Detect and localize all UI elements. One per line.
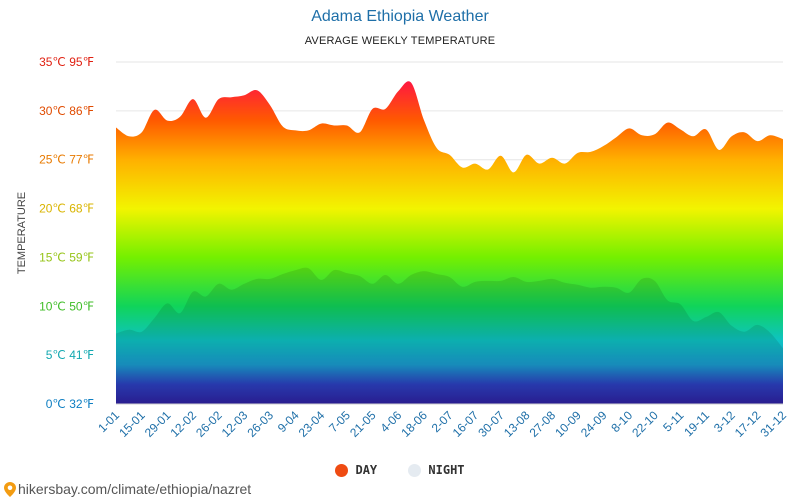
x-tick-label: 19-11 [681,408,712,439]
x-tick-label: 16-07 [450,408,482,440]
x-tick-label: 29-01 [142,408,174,440]
x-tick-label: 31-12 [758,408,790,440]
x-tick-label: 17-12 [732,408,764,440]
y-tick-label: 15℃ 59℉ [39,250,94,264]
legend-night-label: NIGHT [428,463,465,477]
source-footer[interactable]: hikersbay.com/climate/ethiopia/nazret [4,481,251,497]
legend-night[interactable]: NIGHT [408,463,465,477]
night-temperature-area[interactable] [116,267,783,404]
y-tick-label: 0℃ 32℉ [46,397,94,411]
x-tick-label: 30-07 [475,408,507,440]
chart-legend: DAY NIGHT [0,463,800,480]
map-pin-icon [4,481,16,497]
x-tick-label: 13-08 [501,408,533,440]
y-axis-title: TEMPERATURE [16,192,28,274]
x-tick-label: 18-06 [398,408,430,440]
x-tick-label: 12-02 [167,408,199,440]
legend-day-label: DAY [355,463,378,477]
x-tick-label: 24-09 [578,408,610,440]
y-axis-ticks: 0℃ 32℉ 5℃ 41℉ 10℃ 50℉ 15℃ 59℉ 20℃ 68℉ 25℃ 77℉… [39,55,94,411]
x-tick-label: 27-08 [527,408,559,440]
x-tick-label: 10-09 [552,408,584,440]
day-temperature-area[interactable] [116,81,783,404]
x-tick-label: 26-03 [244,408,276,440]
y-tick-label: 5℃ 41℉ [46,348,94,362]
x-tick-label: 12-03 [219,408,251,440]
x-tick-label: 22-10 [629,408,661,440]
y-tick-label: 10℃ 50℉ [39,299,94,313]
chart-subtitle: AVERAGE WEEKLY TEMPERATURE [304,35,496,47]
chart-title: Adama Ethiopia Weather [311,8,489,25]
x-tick-label: 15-01 [116,408,148,440]
y-tick-label: 25℃ 77℉ [39,153,94,167]
y-tick-label: 20℃ 68℉ [39,202,94,216]
x-tick-label: 26-02 [193,408,225,440]
y-tick-label: 35℃ 95℉ [39,55,94,69]
x-tick-label: 23-04 [296,408,328,440]
y-tick-label: 30℃ 86℉ [39,104,94,118]
x-axis-ticks: 1-0115-0129-0112-0226-0212-0326-039-0423… [95,408,789,440]
legend-day[interactable]: DAY [335,463,377,477]
x-tick-label: 21-05 [347,408,379,440]
source-url[interactable]: hikersbay.com/climate/ethiopia/nazret [18,481,252,497]
legend-night-marker [408,463,422,477]
legend-day-marker [335,463,349,477]
